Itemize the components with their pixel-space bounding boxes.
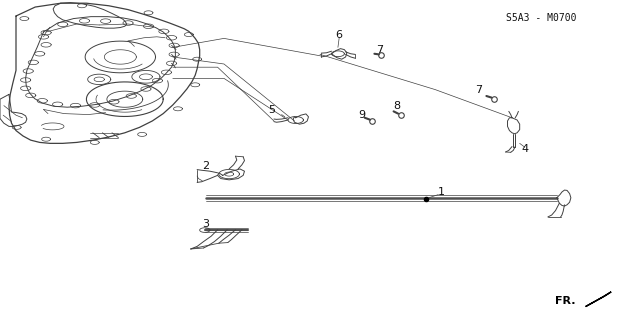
Text: 8: 8 — [393, 101, 401, 111]
Text: 7: 7 — [475, 84, 483, 95]
Text: 7: 7 — [376, 44, 383, 55]
Text: 1: 1 — [438, 187, 445, 197]
Text: 2: 2 — [202, 161, 210, 171]
Text: 3: 3 — [203, 219, 209, 229]
Text: S5A3 - M0700: S5A3 - M0700 — [506, 12, 576, 23]
Text: 9: 9 — [358, 110, 365, 120]
Text: 6: 6 — [336, 29, 342, 40]
Text: 4: 4 — [521, 144, 529, 154]
Polygon shape — [586, 292, 611, 307]
Text: 5: 5 — [269, 105, 275, 116]
Text: FR.: FR. — [556, 296, 576, 306]
